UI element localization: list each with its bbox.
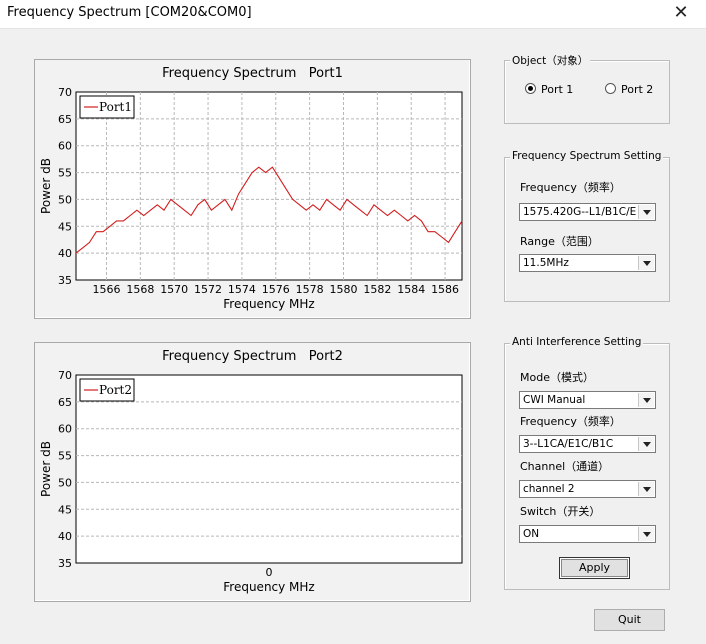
radio-port2[interactable]: Port 2 (605, 83, 653, 96)
y-tick-label: 65 (58, 113, 72, 126)
x-tick-label: 0 (266, 566, 273, 579)
switch-select[interactable]: ON (519, 525, 656, 543)
channel-select[interactable]: channel 2 (519, 480, 656, 498)
x-tick-label: 1578 (296, 283, 324, 296)
radio-port2-label: Port 2 (621, 83, 654, 96)
y-tick-label: 60 (58, 423, 72, 436)
chevron-down-icon[interactable] (638, 482, 654, 496)
spectrum-setting-group: Frequency Spectrum Setting Frequency（频率）… (504, 150, 670, 302)
x-tick-label: 1574 (228, 283, 256, 296)
chevron-down-icon[interactable] (638, 393, 654, 407)
channel-label: Channel（通道） (520, 460, 610, 473)
chart-port1-title: Frequency Spectrum Port1 (162, 66, 343, 81)
spectrum-frequency-value: 1575.420G--L1/B1C/E1C (523, 206, 637, 218)
x-tick-label: 1566 (92, 283, 120, 296)
close-icon[interactable]: ✕ (673, 2, 689, 23)
chart-port2-title: Frequency Spectrum Port2 (162, 349, 343, 364)
y-tick-label: 35 (58, 274, 72, 287)
y-axis-label: Power dB (39, 158, 53, 214)
radio-port1-label: Port 1 (541, 83, 574, 96)
spectrum-range-label: Range（范围） (520, 235, 599, 248)
y-tick-label: 45 (58, 220, 72, 233)
x-tick-label: 1570 (160, 283, 188, 296)
y-tick-label: 60 (58, 140, 72, 153)
switch-label: Switch（开关） (520, 505, 601, 518)
y-tick-label: 50 (58, 193, 72, 206)
chevron-down-icon[interactable] (638, 205, 654, 219)
x-tick-label: 1580 (329, 283, 357, 296)
x-axis-label: Frequency MHz (223, 580, 314, 594)
y-tick-label: 70 (58, 369, 72, 382)
x-tick-label: 1572 (194, 283, 222, 296)
y-tick-label: 45 (58, 503, 72, 516)
mode-label: Mode（模式） (520, 371, 594, 384)
chevron-down-icon[interactable] (638, 256, 654, 270)
object-group-label: Object（对象） (510, 53, 591, 68)
y-tick-label: 70 (58, 86, 72, 99)
y-tick-label: 50 (58, 476, 72, 489)
mode-select[interactable]: CWI Manual (519, 391, 656, 409)
chart-port2-panel: Frequency Spectrum Port2 35 40 45 50 55 60 65 7… (34, 342, 471, 602)
y-tick-label: 40 (58, 247, 72, 260)
legend-box (79, 95, 135, 119)
ai-frequency-label: Frequency（频率） (520, 415, 621, 428)
chart-port1: 35 40 45 50 55 60 65 70 1566 1568 1570 1572 1574 1576… (39, 86, 463, 311)
chart-port1-panel: Frequency Spectrum Port1 35 40 45 50 55 60 65 7… (34, 59, 471, 319)
spectrum-range-value: 11.5MHz (523, 257, 569, 269)
x-tick-label: 1568 (126, 283, 154, 296)
legend-label: Port2 (99, 383, 132, 397)
anti-interference-group: Anti Interference Setting Mode（模式） CWI M… (504, 336, 670, 590)
series-line-port1 (75, 166, 463, 254)
anti-interference-label: Anti Interference Setting (510, 336, 644, 348)
switch-value: ON (523, 528, 540, 540)
legend: Port2 (79, 378, 135, 402)
apply-button[interactable]: Apply (559, 557, 630, 579)
channel-value: channel 2 (523, 483, 575, 495)
quit-button[interactable]: Quit (594, 609, 665, 631)
x-tick-label: 1576 (262, 283, 290, 296)
chevron-down-icon[interactable] (638, 437, 654, 451)
chevron-down-icon[interactable] (638, 527, 654, 541)
mode-value: CWI Manual (523, 394, 586, 406)
radio-port2-dot[interactable] (605, 83, 616, 94)
spectrum-frequency-label: Frequency（频率） (520, 181, 621, 194)
window-title: Frequency Spectrum [COM20&COM0] (7, 5, 252, 20)
radio-port1[interactable]: Port 1 (525, 83, 573, 96)
spectrum-frequency-select[interactable]: 1575.420G--L1/B1C/E1C (519, 203, 656, 221)
ai-frequency-value: 3--L1CA/E1C/B1C (523, 438, 614, 450)
legend-label: Port1 (99, 100, 132, 114)
y-tick-label: 65 (58, 396, 72, 409)
title-bar: Frequency Spectrum [COM20&COM0] ✕ (0, 0, 706, 29)
plot-area (75, 91, 463, 281)
legend: Port1 (79, 95, 135, 119)
legend-box (79, 378, 135, 402)
x-tick-label: 1586 (431, 283, 459, 296)
ai-frequency-select[interactable]: 3--L1CA/E1C/B1C (519, 435, 656, 453)
y-tick-label: 35 (58, 557, 72, 570)
x-tick-label: 1584 (397, 283, 425, 296)
plot-area (75, 374, 463, 564)
y-tick-label: 55 (58, 167, 72, 180)
spectrum-setting-label: Frequency Spectrum Setting (510, 150, 664, 162)
y-tick-label: 55 (58, 450, 72, 463)
object-group: Object（对象） Port 1 Port 2 (504, 53, 670, 124)
y-axis-label: Power dB (39, 441, 53, 497)
x-tick-label: 1582 (363, 283, 391, 296)
y-tick-label: 40 (58, 530, 72, 543)
x-axis-label: Frequency MHz (223, 297, 314, 311)
spectrum-range-select[interactable]: 11.5MHz (519, 254, 656, 272)
radio-port1-dot[interactable] (525, 83, 536, 94)
